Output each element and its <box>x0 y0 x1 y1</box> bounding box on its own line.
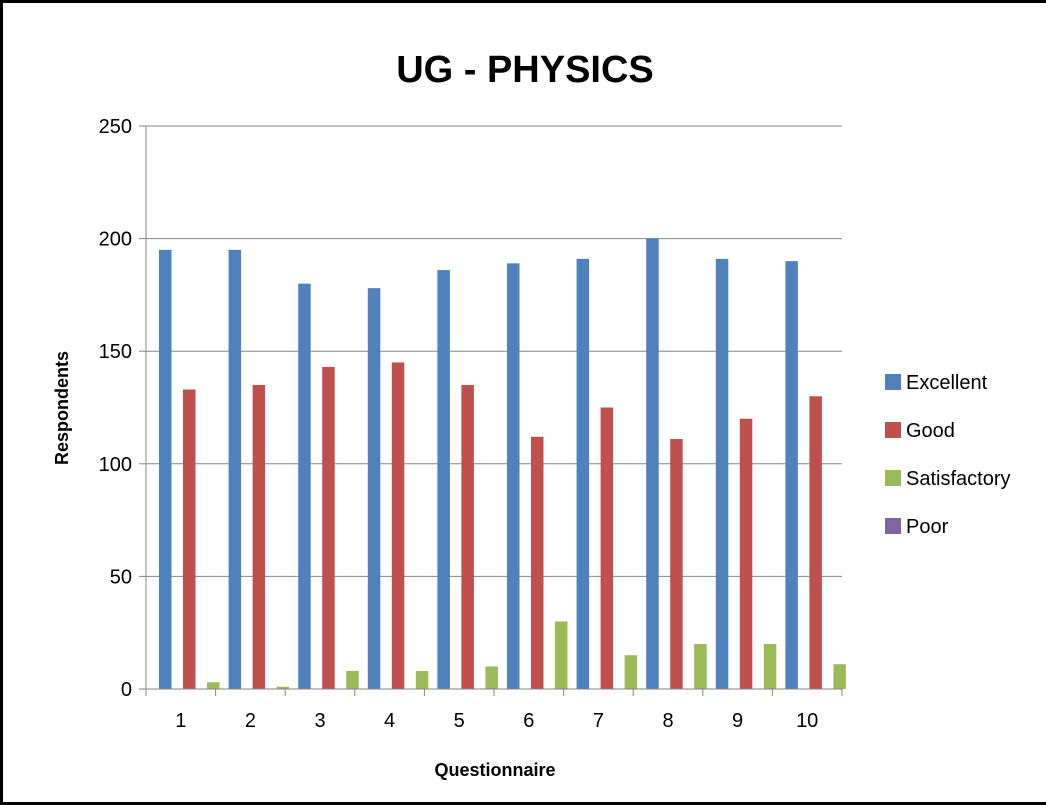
bar-excellent <box>785 261 798 689</box>
legend: Excellent Good Satisfactory Poor <box>885 372 1010 538</box>
legend-swatch-excellent <box>885 374 901 390</box>
bar-excellent <box>576 258 590 689</box>
y-tick-label: 200 <box>99 229 132 251</box>
x-tick-label: 3 <box>314 710 325 732</box>
y-tick-label: 0 <box>121 679 132 701</box>
x-tick-label: 8 <box>662 710 673 732</box>
y-tick-label: 250 <box>99 116 132 138</box>
bar-good <box>183 389 196 689</box>
bar-excellent <box>646 238 659 689</box>
x-tick-label: 9 <box>732 710 743 732</box>
x-axis-label: Questionnaire <box>434 760 555 780</box>
bar-satisfactory <box>763 643 777 689</box>
bar-satisfactory <box>207 682 220 689</box>
legend-label-excellent: Excellent <box>906 372 988 394</box>
bar-satisfactory <box>346 670 359 689</box>
bar-good <box>531 436 544 689</box>
x-tick-label: 2 <box>245 710 256 732</box>
y-axis-label: Respondents <box>52 351 72 465</box>
bar-good <box>739 418 753 689</box>
bar-excellent <box>159 249 172 690</box>
bar-good <box>670 439 683 689</box>
bar-excellent <box>228 249 242 690</box>
bar-satisfactory <box>415 670 429 689</box>
y-tick-label: 100 <box>99 454 132 476</box>
bar-good <box>391 362 405 689</box>
legend-swatch-poor <box>885 518 901 534</box>
bar-satisfactory <box>624 655 638 689</box>
bar-good <box>252 384 266 689</box>
bar-excellent <box>437 270 450 689</box>
bar-excellent <box>715 258 729 689</box>
legend-swatch-satisfactory <box>885 470 901 486</box>
bar-satisfactory <box>555 621 568 689</box>
legend-label-poor: Poor <box>906 516 949 538</box>
gridlines <box>146 125 842 577</box>
x-tick-label: 4 <box>384 710 395 732</box>
bar-satisfactory <box>694 643 707 689</box>
bar-excellent <box>367 288 381 689</box>
bars <box>159 238 846 690</box>
bar-excellent <box>298 283 311 689</box>
bar-satisfactory <box>276 686 290 689</box>
bar-good <box>461 384 474 689</box>
bar-good <box>322 366 335 689</box>
y-tick-label: 50 <box>110 566 132 588</box>
bar-satisfactory <box>485 666 498 689</box>
x-axis-ticks: 1 2 3 4 5 6 7 8 9 10 <box>145 689 843 732</box>
y-tick-label: 150 <box>99 341 132 363</box>
bar-good <box>809 396 822 689</box>
bar-excellent <box>507 263 520 689</box>
y-axis-ticks: 0 50 100 150 200 250 <box>99 116 147 701</box>
legend-label-satisfactory: Satisfactory <box>906 468 1010 490</box>
x-tick-label: 7 <box>593 710 604 732</box>
legend-label-good: Good <box>906 420 955 442</box>
chart-title: UG - PHYSICS <box>396 49 654 91</box>
legend-swatch-good <box>885 422 901 438</box>
x-tick-label: 6 <box>523 710 534 732</box>
x-tick-label: 10 <box>796 710 818 732</box>
bar-good <box>600 407 614 689</box>
bar-satisfactory <box>833 664 846 689</box>
x-tick-label: 1 <box>175 710 186 732</box>
x-tick-label: 5 <box>454 710 465 732</box>
